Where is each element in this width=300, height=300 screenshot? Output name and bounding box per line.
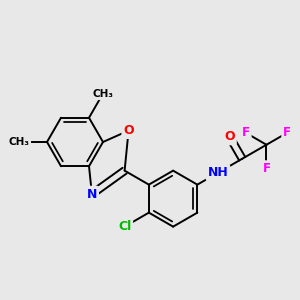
Text: F: F: [283, 126, 291, 139]
Text: N: N: [87, 188, 97, 201]
Text: CH₃: CH₃: [92, 88, 113, 98]
Text: O: O: [123, 124, 134, 137]
Text: F: F: [262, 162, 271, 175]
Text: F: F: [242, 126, 250, 139]
Text: Cl: Cl: [118, 220, 131, 233]
Text: O: O: [224, 130, 235, 143]
Text: CH₃: CH₃: [8, 137, 29, 147]
Text: NH: NH: [208, 166, 228, 179]
